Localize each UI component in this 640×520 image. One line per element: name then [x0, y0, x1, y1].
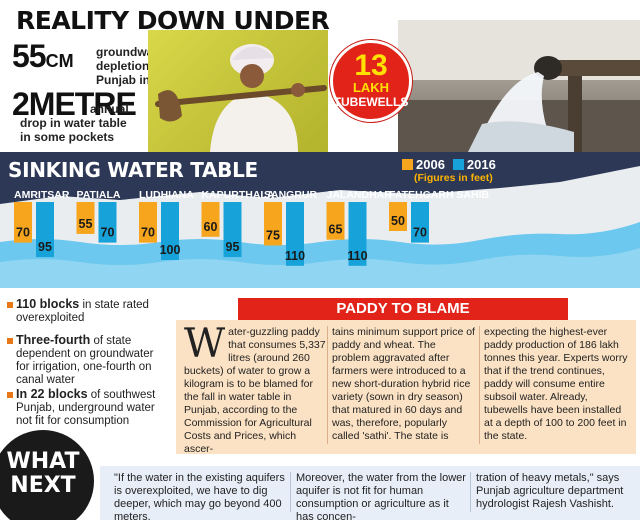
bar-value-label: 70	[413, 226, 427, 240]
chart-canvas: AMRITSAR 70 95 PATIALA 55 70 LUDHIANA 70 100 KAPU…	[0, 152, 640, 288]
tubewell-photo	[398, 20, 640, 152]
bar-2006	[326, 202, 345, 240]
column-divider	[327, 326, 328, 444]
column-divider	[479, 326, 480, 444]
quote-column-1: "If the water in the existing aquifers i…	[114, 472, 285, 520]
bar-2006	[76, 202, 95, 234]
water-wave	[0, 248, 640, 288]
paddy-column-2: tains minimum support price of paddy and…	[332, 326, 475, 442]
stat-annual-drop-value: 2METRE	[12, 86, 137, 122]
bar-2006	[201, 202, 220, 237]
bar-value-label: 110	[347, 249, 367, 263]
category-label: LUDHIANA	[139, 189, 194, 201]
chart-units-note: (Figures in feet)	[414, 172, 493, 184]
chart-title: SINKING WATER TABLE	[8, 158, 258, 182]
category-label: FATEHGARH SAHIB	[389, 189, 490, 201]
bar-value-label: 70	[101, 226, 115, 240]
chart-legend: 2006 2016	[402, 157, 504, 172]
fact-item: 110 blocks in state rated overexploited	[7, 298, 170, 325]
bar-2006	[139, 202, 157, 243]
bar-2006	[14, 202, 32, 243]
water-table-chart: AMRITSAR 70 95 PATIALA 55 70 LUDHIANA 70 100 KAPU…	[0, 152, 640, 288]
bar-value-label: 50	[391, 214, 405, 228]
bullet-marker	[7, 392, 13, 398]
bar-value-label: 55	[79, 217, 93, 231]
bar-value-label: 70	[141, 226, 155, 240]
bar-value-label: 75	[266, 229, 280, 243]
paddy-column-3: expecting the highest-ever paddy product…	[484, 326, 628, 442]
bar-2016	[98, 202, 117, 243]
bar-2006	[389, 202, 407, 231]
bar-value-label: 95	[226, 240, 240, 254]
bar-value-label: 100	[160, 243, 181, 257]
fact-item: Three-fourth of state dependent on groun…	[7, 334, 170, 387]
legend-label-2016: 2016	[466, 157, 496, 172]
bar-2016	[411, 202, 429, 243]
bullet-marker	[7, 302, 13, 308]
bar-value-label: 60	[204, 220, 218, 234]
bar-2016	[223, 202, 242, 258]
paddy-title: PADDY TO BLAME	[238, 298, 568, 320]
key-facts-list: 110 blocks in state rated overexploited …	[0, 292, 170, 432]
stat-annual-drop-text: annual drop in water table in some pocke…	[20, 102, 129, 144]
drop-cap: W	[184, 321, 226, 367]
fact-item: In 22 blocks of southwest Punjab, underg…	[7, 388, 170, 428]
bullet-marker	[7, 338, 13, 344]
category-label: AMRITSAR	[14, 189, 70, 201]
bar-value-label: 65	[329, 223, 343, 237]
bar-2006	[264, 202, 282, 246]
header: REALITY DOWN UNDER 55CM groundwater depl…	[0, 0, 640, 152]
bar-2016	[286, 202, 304, 266]
column-divider	[290, 472, 291, 512]
what-next-quote: "If the water in the existing aquifers i…	[100, 466, 640, 520]
category-label: PATIALA	[77, 189, 121, 201]
bar-2016	[161, 202, 179, 260]
category-label: JALANDHAR	[327, 189, 393, 201]
bar-2016	[36, 202, 54, 258]
bar-value-label: 95	[38, 240, 52, 254]
column-divider	[470, 472, 471, 512]
stat-depletion-value: 55CM	[12, 38, 74, 74]
legend-label-2006: 2006	[416, 157, 445, 172]
quote-column-2: Moreover, the water from the lower aquif…	[296, 472, 466, 520]
bar-value-label: 110	[285, 249, 305, 263]
what-next-badge: WHAT NEXT	[0, 430, 94, 520]
bar-2016	[348, 202, 367, 266]
bar-value-label: 70	[16, 226, 30, 240]
tubewells-badge: 13 LAKH TUBEWELLS	[330, 40, 412, 122]
quote-column-3: tration of heavy metals," says Punjab ag…	[476, 472, 624, 510]
legend-swatch-2016	[452, 159, 464, 170]
farmer-photo	[148, 30, 328, 152]
category-label: KAPURTHALA	[202, 189, 275, 201]
category-label: SANGRUR	[264, 189, 318, 201]
legend-swatch-2006	[402, 159, 413, 170]
